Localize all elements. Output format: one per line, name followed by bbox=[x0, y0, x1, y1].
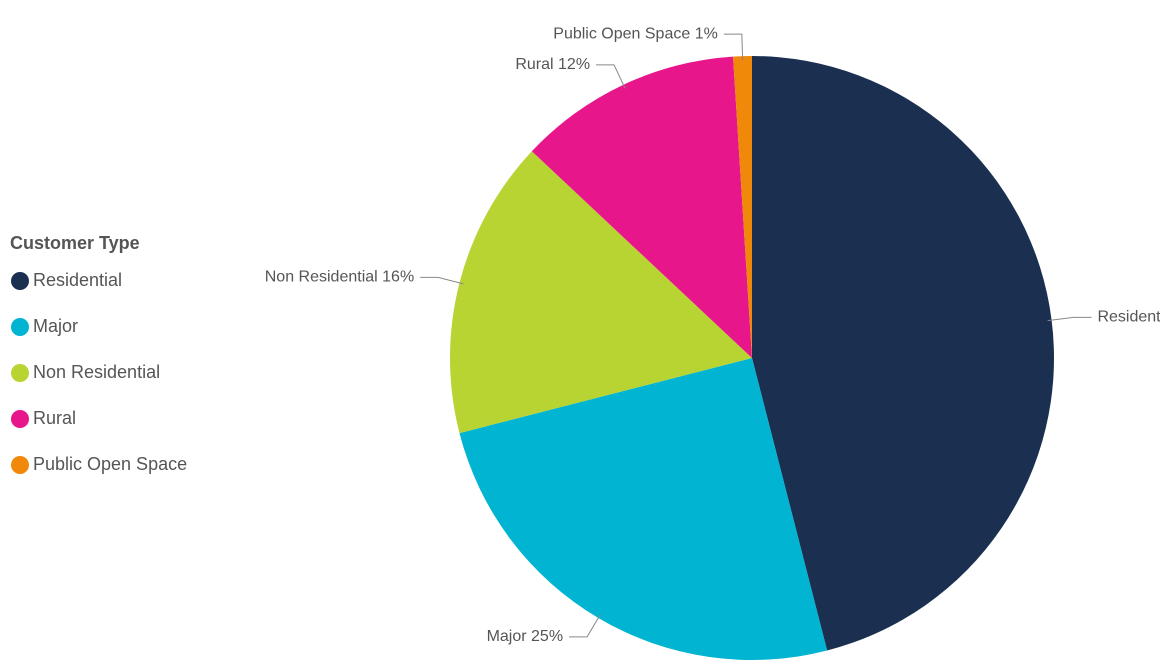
data-label: Rural 12% bbox=[515, 56, 590, 73]
legend-marker bbox=[11, 272, 29, 290]
legend-marker bbox=[11, 456, 29, 474]
pie-slice bbox=[459, 358, 828, 660]
leader-line bbox=[569, 614, 601, 638]
legend-marker bbox=[11, 364, 29, 382]
legend-label: Non Residential bbox=[33, 362, 160, 382]
legend-label: Rural bbox=[33, 408, 76, 428]
data-label: Major 25% bbox=[487, 628, 563, 645]
pie-slice bbox=[450, 151, 752, 434]
data-label: Non Residential 16% bbox=[265, 269, 414, 286]
legend-label: Major bbox=[33, 316, 78, 336]
legend-label: Residential bbox=[33, 270, 122, 290]
leader-line bbox=[1047, 316, 1092, 322]
pie-slice bbox=[752, 56, 1054, 651]
legend-title: Customer Type bbox=[10, 233, 140, 253]
legend-marker bbox=[11, 410, 29, 428]
leader-line bbox=[723, 33, 744, 61]
leader-line bbox=[420, 276, 464, 285]
pie-slice bbox=[733, 56, 752, 358]
legend-label: Public Open Space bbox=[33, 454, 187, 474]
legend-marker bbox=[11, 318, 29, 336]
pie-slice bbox=[531, 56, 752, 359]
leader-line bbox=[596, 64, 626, 89]
data-label: Residential 46% bbox=[1097, 309, 1160, 326]
data-label: Public Open Space 1% bbox=[553, 25, 718, 42]
